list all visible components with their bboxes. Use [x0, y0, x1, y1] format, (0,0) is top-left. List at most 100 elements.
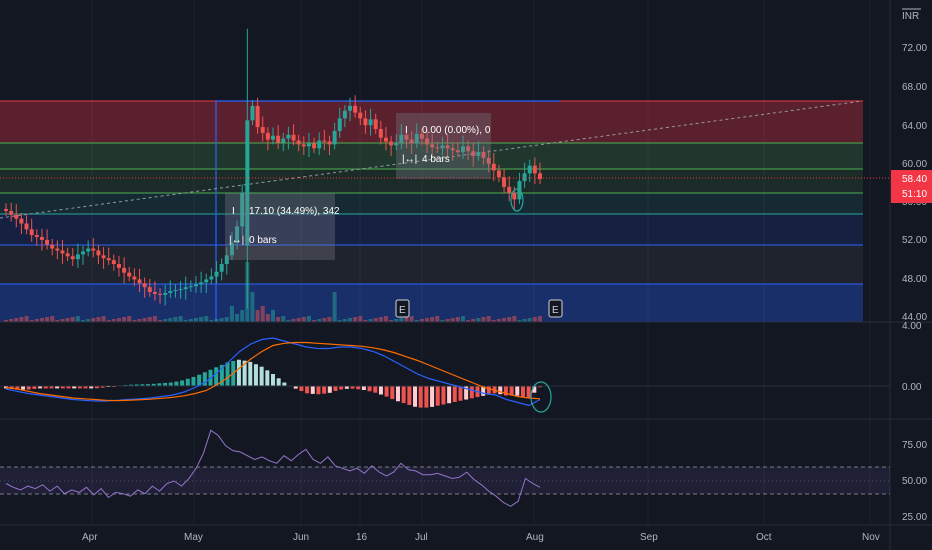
macd-histogram-bar [4, 386, 8, 389]
macd-histogram-bar [322, 386, 327, 394]
macd-histogram-bar [225, 362, 230, 386]
macd-histogram-bar [373, 386, 378, 393]
volume-bar [281, 316, 286, 322]
macd-histogram-bar [123, 384, 128, 386]
volume-bar [152, 316, 157, 322]
volume-bar [430, 317, 435, 322]
measure-box-large[interactable]: I 17.10 (34.49%), 342 |↔| 0 bars [225, 193, 340, 260]
macd-histogram-bar [361, 386, 366, 391]
volume-bar [399, 318, 404, 322]
macd-histogram-bar [520, 386, 525, 397]
candle-body [394, 142, 399, 146]
volume-bar [348, 318, 353, 322]
macd-histogram-bar [356, 386, 361, 390]
candle-body [378, 129, 383, 138]
macd-histogram-bar [174, 381, 179, 386]
volume-bar [204, 316, 209, 322]
macd-histogram-bar [498, 386, 503, 395]
measure-large-line2: 0 bars [249, 235, 277, 246]
earnings-marker-label: E [552, 305, 559, 316]
macd-histogram-bar [66, 386, 71, 389]
earnings-marker-box [395, 299, 410, 318]
candle-body [219, 264, 224, 272]
macd-histogram-bar [21, 386, 26, 390]
signal-line [5, 341, 541, 402]
volume-bar [332, 292, 337, 322]
price-tick: 48.00 [902, 274, 927, 285]
earnings-marker[interactable]: E [548, 299, 563, 318]
rsi-axis[interactable]: 75.00 50.00 25.00 [902, 440, 927, 523]
fib-zone-7 [0, 284, 863, 322]
macd-histogram-bar [327, 386, 332, 393]
macd-histogram-bar [413, 386, 418, 407]
macd-histogram-bar [214, 367, 219, 386]
macd-histogram-bar [26, 386, 31, 390]
rsi-band [0, 467, 890, 494]
macd-histogram-bar [271, 374, 275, 386]
volume-bar [240, 310, 245, 322]
candle-body [317, 140, 322, 149]
candle-body [34, 235, 39, 237]
candle-body [91, 248, 96, 251]
macd-histogram-bar [77, 386, 82, 389]
volume-bar [383, 316, 388, 322]
measure-small-line1: 0.00 (0.00%), 0 [422, 125, 491, 136]
measure-icon-bars: |↔| [229, 235, 244, 246]
candle-body [116, 264, 121, 268]
volume-bar [219, 318, 224, 322]
macd-histogram-bar [503, 386, 508, 396]
measure-box-small[interactable]: I 0.00 (0.00%), 0 |↔| 4 bars [396, 113, 491, 179]
volume-bar [512, 316, 517, 322]
earnings-marker[interactable]: E [395, 299, 410, 318]
candle-body [245, 120, 250, 246]
trend-line-dashed[interactable] [0, 100, 863, 219]
volume-bar [327, 317, 332, 322]
fib-retracement-drawing[interactable] [0, 100, 863, 322]
candle-body [507, 186, 512, 193]
price-tick: 68.00 [902, 82, 927, 93]
ellipse-highlight[interactable] [530, 381, 552, 413]
ellipse-highlight[interactable] [510, 188, 524, 212]
volume-bar [209, 320, 214, 322]
macd-histogram-bar [367, 386, 372, 392]
candle-body [460, 146, 465, 153]
volume-bar [481, 317, 486, 322]
candle-body [147, 287, 152, 292]
time-axis[interactable]: Apr May Jun 16 Jul Aug Sep Oct Nov [82, 532, 880, 543]
candle-body [152, 291, 157, 294]
price-tick: 44.00 [902, 312, 927, 323]
macd-histogram-bar [72, 386, 77, 389]
macd-histogram-bar [435, 386, 440, 406]
candle-body [55, 248, 60, 251]
candle-body [383, 137, 388, 142]
candle-body [199, 282, 204, 285]
measure-icon-range: I [232, 206, 235, 217]
volume-bar [132, 320, 137, 322]
candle-body [96, 250, 101, 256]
rectangle-drawing[interactable] [215, 100, 560, 322]
candle-body [183, 287, 188, 290]
volume-bar [4, 320, 8, 322]
volume-bar [173, 317, 178, 322]
macd-histogram-bar [350, 386, 355, 389]
candle-body [142, 283, 147, 288]
macd-histogram-bar [265, 370, 270, 386]
volume-bar [414, 320, 419, 322]
volume-bar [317, 319, 322, 322]
volume-bar [271, 310, 275, 322]
candle-body [193, 284, 198, 287]
volume-bar [193, 318, 198, 322]
volume-bar [425, 318, 430, 322]
candle-body [4, 209, 8, 211]
currency-label[interactable]: INR [902, 11, 919, 22]
candle-body [101, 255, 106, 259]
volume-bar [532, 317, 537, 322]
candle-body [327, 141, 332, 145]
macd-histogram-bar [253, 364, 258, 386]
candle-body [19, 218, 24, 224]
volume-bar [183, 320, 188, 322]
macd-axis[interactable]: 4.00 0.00 [902, 321, 922, 393]
volume-bar [276, 317, 281, 322]
